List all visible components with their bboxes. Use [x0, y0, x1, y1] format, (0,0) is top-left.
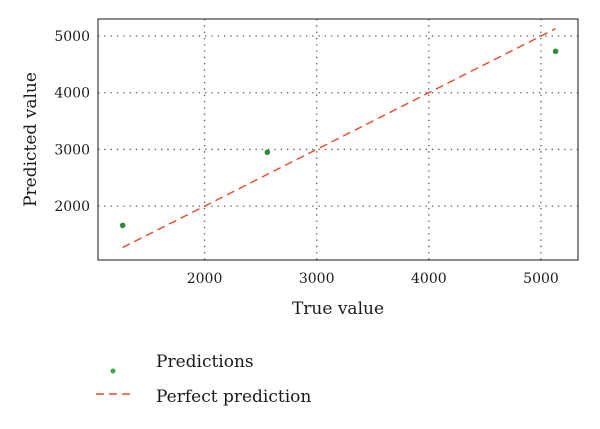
perfect-prediction-line [122, 28, 556, 249]
axis-ticks: 2000 3000 4000 5000 2000 3000 4000 5000 [54, 29, 558, 287]
x-axis-label: True value [292, 299, 384, 319]
grid [98, 19, 578, 260]
x-tick-label-3000: 3000 [299, 271, 335, 287]
prediction-point-2 [264, 149, 271, 156]
legend: Predictions Perfect prediction [96, 352, 311, 407]
y-tick-label-3000: 3000 [54, 142, 90, 158]
y-tick-label-5000: 5000 [54, 29, 90, 45]
legend-marker-predictions [110, 368, 116, 374]
x-tick-label-2000: 2000 [187, 271, 223, 287]
plot-frame [97, 18, 579, 261]
y-tick-label-2000: 2000 [54, 199, 90, 215]
y-axis-label: Predicted value [21, 72, 41, 207]
legend-label-predictions: Predictions [156, 352, 254, 372]
prediction-point-1 [119, 222, 126, 229]
x-tick-label-5000: 5000 [523, 271, 559, 287]
legend-label-perfect-prediction: Perfect prediction [156, 387, 311, 407]
series [119, 28, 559, 249]
x-tick-label-4000: 4000 [411, 271, 447, 287]
y-tick-label-4000: 4000 [54, 86, 90, 102]
prediction-point-3 [552, 48, 559, 55]
